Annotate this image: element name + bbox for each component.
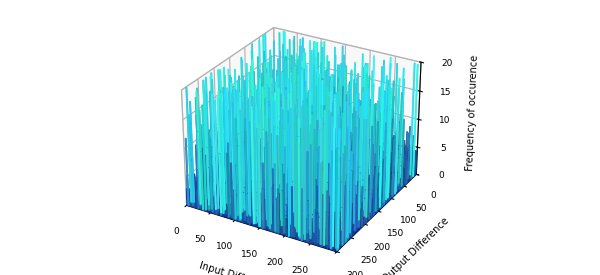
X-axis label: Input Difference: Input Difference [197,260,276,275]
Y-axis label: Output Difference: Output Difference [381,216,451,275]
